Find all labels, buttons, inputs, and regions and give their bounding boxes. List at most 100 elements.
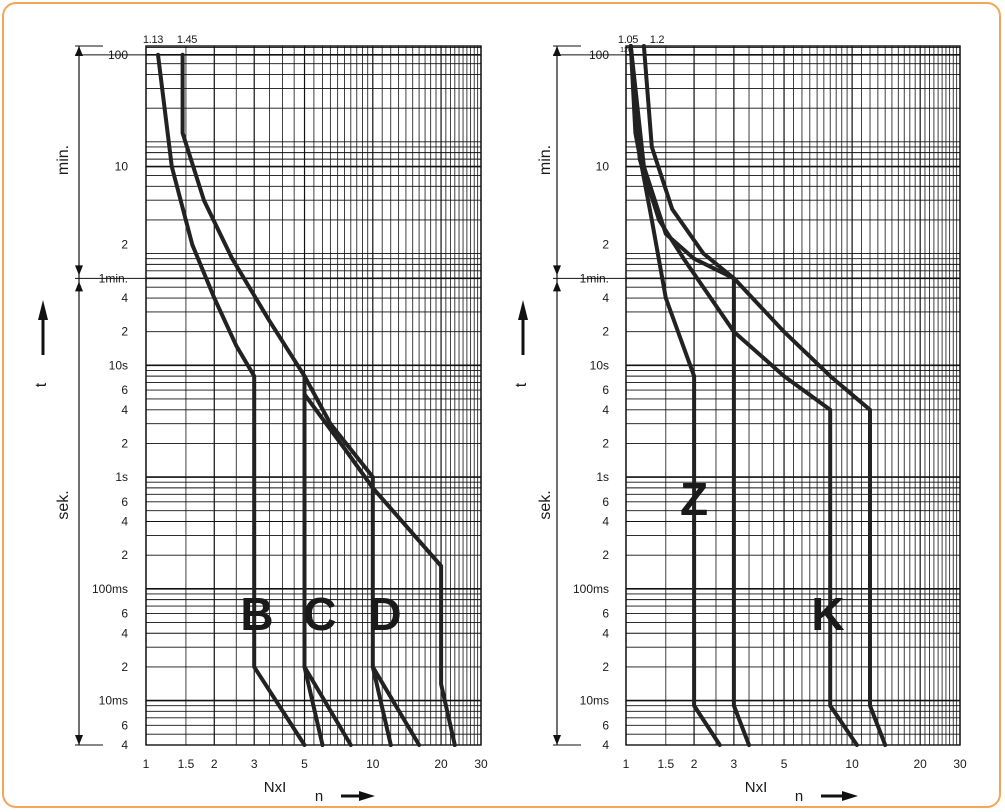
plot-border [145, 45, 482, 746]
x-tick-label: 20 [434, 757, 448, 771]
trip-curve-z [628, 44, 751, 747]
t-axis-label: t [33, 382, 50, 387]
y-tick-label: 10s [109, 358, 128, 372]
sek-label: sek. [537, 490, 554, 519]
bracket-arrowhead [553, 735, 561, 745]
min-label: min. [537, 145, 554, 175]
bracket-arrowhead [553, 281, 561, 292]
y-tick-label: 10 [115, 160, 129, 174]
curve-start-label: 1.13 [143, 34, 163, 46]
x-axis-tick-labels: 1 1.5 2 3 5 10 20 30 [623, 757, 967, 771]
y-tick-label: 1s [115, 470, 128, 484]
grid [145, 45, 482, 746]
small-top-label: 120 [620, 47, 632, 54]
y-tick-label: 2 [602, 238, 609, 252]
x-tick-label: 1.5 [657, 757, 674, 771]
trip-curves [156, 52, 457, 747]
bracket-arrowhead [75, 281, 83, 292]
y-tick-label: 6 [602, 495, 609, 509]
trip-curve-d [370, 664, 422, 747]
y-tick-label: 4 [121, 515, 128, 529]
x-tick-label: 10 [366, 757, 380, 771]
x-tick-label: 5 [301, 757, 308, 771]
n-label: n [315, 788, 323, 805]
y-tick-label: 4 [121, 738, 128, 752]
n-arrow-head [842, 791, 858, 801]
y-tick-label: 2 [602, 325, 609, 339]
grid [625, 45, 961, 746]
x-tick-label: 3 [731, 757, 738, 771]
x-axis-label: NxI [264, 779, 287, 796]
y-tick-label: 4 [602, 515, 609, 529]
y-tick-label: 100ms [573, 582, 609, 596]
y-tick-label: 4 [602, 626, 609, 640]
t-arrow-head [518, 300, 528, 320]
time-range-bracket [75, 45, 103, 746]
curve-start-label: 1.45 [177, 34, 197, 46]
x-tick-label: 20 [914, 757, 928, 771]
y-tick-label: 6 [121, 383, 128, 397]
y-tick-label: 2 [121, 660, 128, 674]
curve-letter-c: C [303, 588, 336, 640]
y-tick-label: 100ms [92, 582, 128, 596]
y-tick-label: 2 [121, 436, 128, 450]
t-axis-label: t [513, 382, 530, 387]
trip-curve-c [302, 664, 353, 747]
x-tick-label: 5 [781, 757, 788, 771]
x-tick-label: 2 [691, 757, 698, 771]
bracket-arrowhead [75, 265, 83, 276]
y-tick-label: 10ms [580, 694, 609, 708]
x-tick-label: 3 [251, 757, 258, 771]
n-label: n [795, 788, 803, 805]
y-tick-label: 4 [121, 626, 128, 640]
min-label: min. [55, 145, 72, 175]
bracket-arrowhead [75, 735, 83, 745]
y-tick-label: 6 [602, 383, 609, 397]
y-tick-label: 2 [602, 660, 609, 674]
x-axis-tick-labels: 1 1.5 2 3 5 10 20 30 [143, 757, 488, 771]
y-tick-label: 6 [121, 607, 128, 621]
trip-curve-b [180, 52, 325, 747]
x-tick-label: 2 [211, 757, 218, 771]
y-tick-label: 10 [596, 160, 610, 174]
bracket-arrowhead [75, 46, 83, 56]
y-tick-label: 2 [602, 548, 609, 562]
y-tick-label: 4 [121, 291, 128, 305]
x-tick-label: 1.5 [178, 757, 195, 771]
y-tick-label: 6 [602, 607, 609, 621]
y-tick-label: 4 [602, 291, 609, 305]
x-tick-label: 1 [143, 757, 150, 771]
x-axis-label: NxI [745, 779, 768, 796]
trip-curve-d [302, 392, 457, 747]
curve-letter-k: K [811, 588, 844, 640]
curve-start-label: 1.2 [650, 34, 665, 46]
time-range-bracket [553, 45, 581, 746]
bracket-arrowhead [553, 46, 561, 56]
y-tick-label: 4 [602, 403, 609, 417]
x-tick-label: 30 [474, 757, 488, 771]
trip-curves [628, 44, 888, 747]
y-tick-label: 1s [596, 470, 609, 484]
trip-curve-b [156, 52, 307, 747]
y-tick-label: 4 [602, 738, 609, 752]
t-arrow-head [38, 300, 48, 320]
y-tick-label: 10s [590, 358, 609, 372]
trip-curve-c [302, 374, 393, 747]
curve-letter-d: D [368, 588, 401, 640]
x-tick-label: 1 [623, 757, 630, 771]
x-tick-label: 30 [953, 757, 967, 771]
y-tick-label: 2 [121, 238, 128, 252]
sek-label: sek. [55, 490, 72, 519]
y-tick-label: 6 [121, 495, 128, 509]
trip-curve-k [641, 44, 888, 747]
n-arrow-head [359, 791, 375, 801]
y-tick-label: 6 [121, 718, 128, 732]
bracket-arrowhead [553, 265, 561, 276]
curve-letter-z: Z [680, 473, 708, 525]
y-tick-label: 2 [121, 325, 128, 339]
x-tick-label: 10 [845, 757, 859, 771]
y-tick-label: 4 [121, 403, 128, 417]
